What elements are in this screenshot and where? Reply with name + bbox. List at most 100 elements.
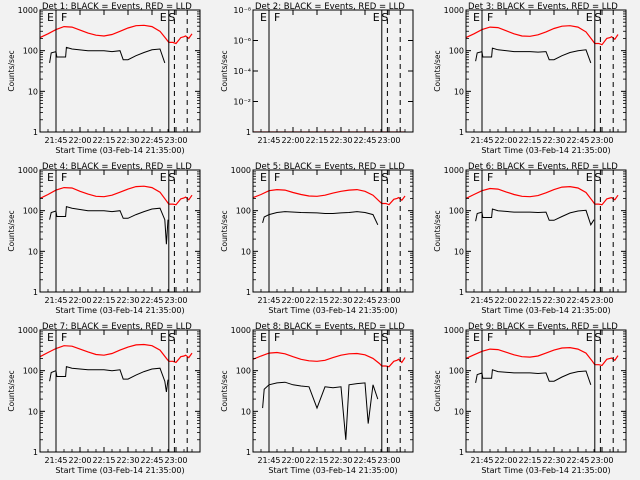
marker-label: E — [260, 171, 267, 184]
x-tick-label: 22:30 — [116, 456, 139, 465]
y-tick-label: 1000 — [18, 326, 38, 335]
marker-label: F — [61, 11, 67, 24]
y-axis-label: Counts/sec — [7, 50, 16, 91]
panel-title: Det 8: BLACK = Events, RED = LLD — [255, 322, 405, 332]
y-axis-label: Counts/sec — [7, 370, 16, 411]
x-tick-label: 22:30 — [542, 136, 565, 145]
marker-label: E — [373, 11, 380, 24]
marker-label: E — [373, 171, 380, 184]
x-tick-label: 22:15 — [92, 136, 115, 145]
y-tick-label: 10 — [28, 87, 38, 96]
marker-label: E — [160, 171, 167, 184]
x-axis-label: Start Time (03-Feb-14 21:35:00) — [55, 306, 184, 315]
marker-label: E — [586, 331, 593, 344]
y-tick-label: 1 — [33, 288, 38, 297]
panel-title: Det 3: BLACK = Events, RED = LLD — [468, 2, 618, 12]
y-tick-label: 1 — [33, 128, 38, 137]
marker-label: F — [61, 171, 67, 184]
x-tick-label: 21:45 — [470, 296, 493, 305]
x-tick-label: 22:15 — [305, 136, 328, 145]
marker-label: S — [381, 331, 388, 344]
x-tick-label: 22:30 — [329, 296, 352, 305]
x-tick-label: 22:30 — [542, 296, 565, 305]
marker-label: S — [594, 11, 601, 24]
y-tick-label: 100 — [449, 207, 464, 216]
x-tick-label: 22:15 — [518, 296, 541, 305]
x-tick-label: 22:30 — [542, 456, 565, 465]
y-tick-label: 100 — [449, 367, 464, 376]
marker-label: F — [487, 331, 493, 344]
series-black-events-line — [49, 206, 169, 245]
panel-title: Det 9: BLACK = Events, RED = LLD — [468, 322, 618, 332]
x-axis-label: Start Time (03-Feb-14 21:35:00) — [481, 146, 610, 155]
panel-title: Det 6: BLACK = Events, RED = LLD — [468, 162, 618, 172]
y-tick-label: 1000 — [444, 166, 464, 175]
x-tick-label: 23:00 — [590, 456, 613, 465]
y-tick-label: 10 — [28, 407, 38, 416]
x-tick-label: 22:45 — [566, 456, 589, 465]
x-tick-label: 22:00 — [281, 456, 304, 465]
y-tick-label: 1000 — [231, 326, 251, 335]
x-axis-label: Start Time (03-Feb-14 21:35:00) — [268, 306, 397, 315]
x-tick-label: 22:45 — [353, 456, 376, 465]
marker-label: S — [168, 171, 175, 184]
x-tick-label: 22:30 — [116, 296, 139, 305]
series-red-lld-line — [253, 188, 406, 206]
x-tick-label: 21:45 — [44, 296, 67, 305]
marker-label: S — [594, 331, 601, 344]
series-red-lld-line — [40, 24, 193, 45]
panel-title: Det 1: BLACK = Events, RED = LLD — [42, 2, 192, 12]
marker-label: E — [473, 11, 480, 24]
x-tick-label: 22:15 — [518, 456, 541, 465]
y-tick-label: 10⁻⁸ — [233, 6, 251, 15]
series-black-events-line — [475, 47, 592, 64]
series-red-lld-line — [253, 351, 406, 368]
x-axis-label: Start Time (03-Feb-14 21:35:00) — [481, 466, 610, 475]
marker-label: E — [586, 11, 593, 24]
x-tick-label: 22:30 — [329, 136, 352, 145]
marker-label: S — [594, 171, 601, 184]
series-black-events-line — [262, 211, 379, 226]
y-tick-label: 1000 — [18, 166, 38, 175]
x-tick-label: 21:45 — [257, 296, 280, 305]
marker-label: S — [168, 11, 175, 24]
y-tick-label: 10⁻² — [233, 98, 251, 107]
x-tick-label: 22:00 — [68, 456, 91, 465]
x-tick-label: 23:00 — [590, 136, 613, 145]
y-tick-label: 1 — [459, 288, 464, 297]
y-axis-label: Counts/sec — [7, 210, 16, 251]
y-axis-label: Counts/sec — [220, 50, 229, 91]
marker-label: F — [274, 331, 280, 344]
x-tick-label: 21:45 — [257, 136, 280, 145]
y-tick-label: 1 — [246, 288, 251, 297]
y-tick-label: 1000 — [444, 326, 464, 335]
y-tick-label: 10 — [454, 247, 464, 256]
x-tick-label: 22:00 — [494, 296, 517, 305]
x-axis-label: Start Time (03-Feb-14 21:35:00) — [55, 466, 184, 475]
y-tick-label: 1 — [246, 128, 251, 137]
x-tick-label: 21:45 — [44, 456, 67, 465]
marker-label: F — [487, 11, 493, 24]
series-black-events-line — [475, 369, 592, 385]
marker-label: E — [160, 331, 167, 344]
y-tick-label: 100 — [236, 207, 251, 216]
marker-label: E — [473, 171, 480, 184]
marker-label: E — [373, 331, 380, 344]
x-tick-label: 22:15 — [305, 296, 328, 305]
y-tick-label: 100 — [236, 367, 251, 376]
marker-label: E — [473, 331, 480, 344]
series-black-events-line — [49, 366, 169, 392]
marker-label: E — [47, 331, 54, 344]
x-tick-label: 22:00 — [494, 456, 517, 465]
x-axis-label: Start Time (03-Feb-14 21:35:00) — [55, 146, 184, 155]
y-tick-label: 1 — [459, 448, 464, 457]
y-tick-label: 1000 — [444, 6, 464, 15]
y-axis-label: Counts/sec — [433, 370, 442, 411]
